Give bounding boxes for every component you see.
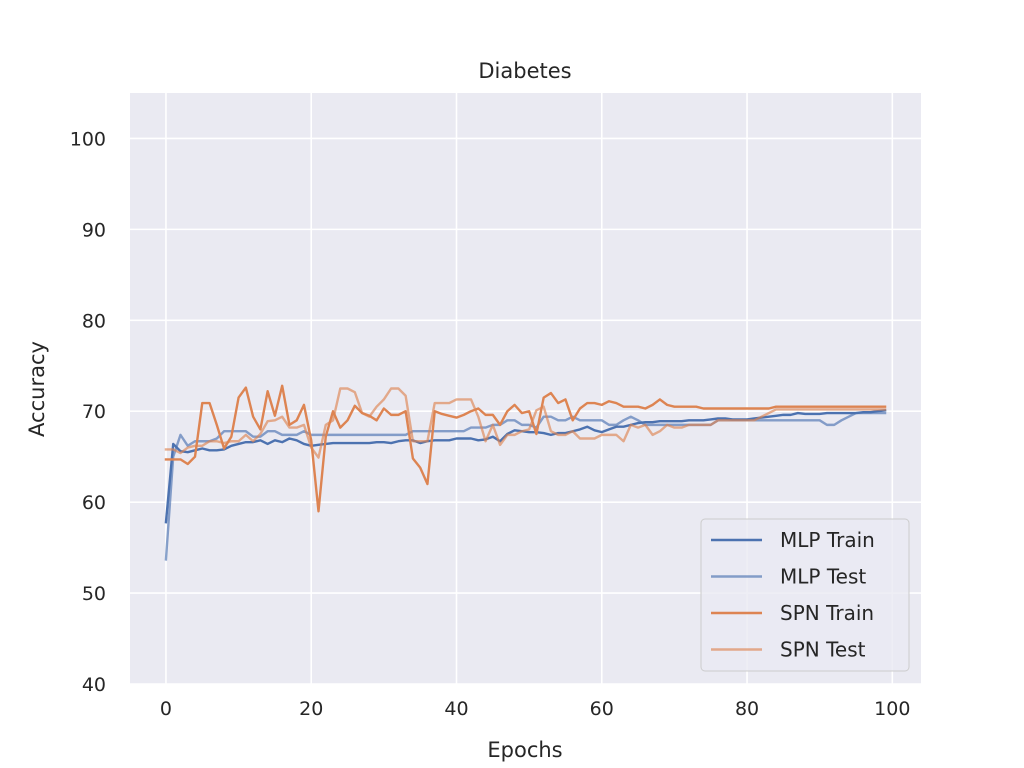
chart-title: Diabetes	[478, 59, 571, 83]
y-axis-ticks: 40 50 60 70 80 90 100	[70, 128, 106, 696]
y-tick-label: 50	[82, 583, 106, 605]
y-axis-label: Accuracy	[25, 341, 49, 437]
y-tick-label: 40	[82, 674, 106, 696]
x-tick-label: 60	[590, 698, 614, 720]
x-axis-ticks: 0 20 40 60 80 100	[160, 698, 911, 720]
x-tick-label: 20	[299, 698, 323, 720]
x-tick-label: 0	[160, 698, 172, 720]
x-tick-label: 100	[874, 698, 910, 720]
y-tick-label: 70	[82, 401, 106, 423]
y-tick-label: 100	[70, 128, 106, 150]
legend-label: MLP Test	[780, 565, 866, 589]
x-tick-label: 80	[735, 698, 759, 720]
y-tick-label: 60	[82, 492, 106, 514]
x-tick-label: 40	[444, 698, 468, 720]
legend: MLP Train MLP Test SPN Train SPN Test	[701, 519, 909, 671]
y-tick-label: 90	[82, 219, 106, 241]
legend-label: MLP Train	[780, 528, 875, 552]
legend-label: SPN Train	[780, 601, 874, 625]
y-tick-label: 80	[82, 310, 106, 332]
legend-label: SPN Test	[780, 638, 866, 662]
x-axis-label: Epochs	[487, 738, 562, 762]
